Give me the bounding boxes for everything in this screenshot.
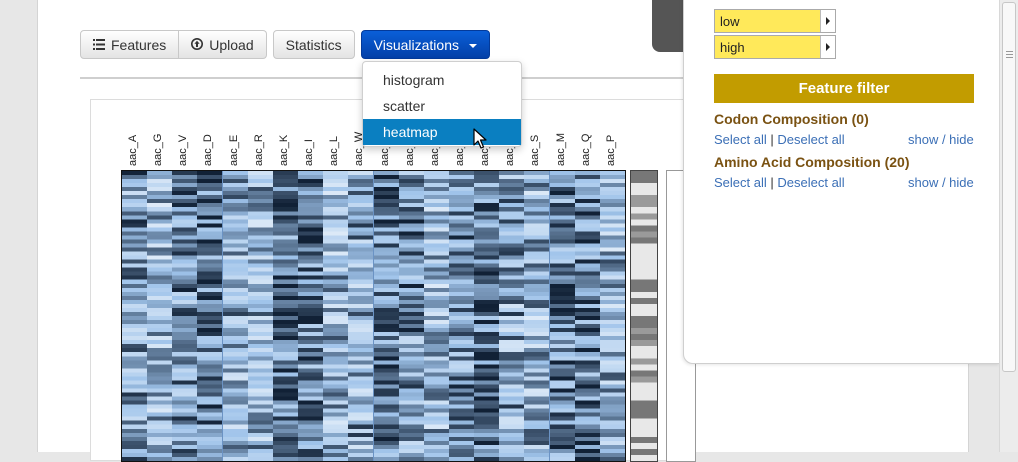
features-button[interactable]: Features — [80, 30, 180, 59]
link-separator: | — [770, 132, 774, 147]
heatmap-column — [172, 171, 198, 461]
heatmap-column — [197, 171, 223, 461]
heatmap-column — [423, 171, 449, 461]
statistics-button-label: Statistics — [285, 36, 342, 53]
features-button-label: Features — [111, 36, 167, 53]
heatmap-column-label: aac_S — [529, 134, 542, 166]
heatmap-grid[interactable] — [121, 170, 626, 462]
grip-line — [1006, 54, 1013, 55]
heatmap-column — [398, 171, 424, 461]
color-low-select[interactable]: low — [714, 9, 836, 33]
statistics-button[interactable]: Statistics — [272, 30, 355, 59]
heatmap-column — [222, 171, 248, 461]
sidebar-scrollbar[interactable] — [999, 0, 1018, 452]
show-hide-codon-link[interactable]: show / hide — [908, 132, 974, 147]
heatmap-column — [323, 171, 349, 461]
chevron-right-icon — [820, 36, 835, 58]
menu-item-scatter[interactable]: scatter — [383, 98, 426, 114]
heatmap-column — [122, 171, 147, 461]
sidebar-panel — [683, 0, 1000, 364]
heatmap-column — [599, 171, 625, 461]
heatmap-column-label: aac_L — [328, 136, 341, 166]
heatmap-column — [348, 171, 374, 461]
grip-line — [1006, 57, 1013, 58]
toolbar: Features Upload Statistics Visualization… — [80, 30, 490, 59]
heatmap-column-label: aac_M — [554, 132, 567, 166]
heatmap-column-label: aac_R — [252, 134, 265, 166]
chevron-right-icon — [820, 10, 835, 32]
heatmap-column — [474, 171, 500, 461]
features-upload-group: Features Upload — [80, 30, 267, 59]
group-links-amino-acid: Select all | Deselect all — [714, 175, 845, 190]
upload-button[interactable]: Upload — [179, 30, 267, 59]
heatmap-column-label: aac_D — [202, 134, 215, 166]
heatmap-column — [272, 171, 298, 461]
upload-circle-icon — [191, 37, 204, 53]
visualizations-dropdown-button[interactable]: Visualizations — [360, 30, 490, 59]
link-separator: | — [770, 175, 774, 190]
heatmap-column — [247, 171, 273, 461]
heatmap-column-label: aac_E — [227, 134, 240, 166]
show-hide-amino-acid-link[interactable]: show / hide — [908, 175, 974, 190]
group-title-amino-acid: Amino Acid Composition (20) — [714, 154, 910, 170]
heatmap-column — [574, 171, 600, 461]
heatmap-column-label: aac_I — [303, 139, 316, 166]
scrollbar-thumb[interactable] — [1002, 2, 1016, 372]
select-all-amino-acid-link[interactable]: Select all — [714, 175, 767, 190]
color-low-label: low — [720, 13, 740, 29]
heatmap-column-label: aac_A — [127, 134, 139, 166]
upload-button-label: Upload — [209, 36, 254, 53]
heatmap-column-label: aac_V — [177, 134, 190, 166]
color-high-label: high — [720, 39, 745, 55]
heatmap-column-label: aac_K — [277, 134, 290, 166]
visualizations-menu: histogram scatter heatmap — [362, 61, 522, 147]
heatmap-column — [373, 171, 399, 461]
feature-filter-header: Feature filter — [714, 74, 974, 103]
menu-item-histogram[interactable]: histogram — [383, 72, 445, 88]
heatmap-row-annotation-strip — [630, 170, 658, 462]
group-links-codon: Select all | Deselect all — [714, 132, 845, 147]
caret-down-icon — [469, 43, 477, 48]
heatmap-column — [499, 171, 525, 461]
deselect-all-amino-acid-link[interactable]: Deselect all — [777, 175, 845, 190]
heatmap-column-label: aac_G — [152, 133, 165, 166]
mouse-pointer-icon — [473, 128, 487, 153]
heatmap-column — [448, 171, 474, 461]
heatmap-column-label: aac_P — [604, 134, 617, 166]
visualizations-button-label: Visualizations — [373, 36, 459, 53]
deselect-all-codon-link[interactable]: Deselect all — [777, 132, 845, 147]
select-all-codon-link[interactable]: Select all — [714, 132, 767, 147]
grip-line — [1006, 51, 1013, 52]
heatmap-column-label: aac_Q — [579, 133, 592, 166]
heatmap-column — [147, 171, 173, 461]
list-icon — [93, 37, 105, 53]
heatmap-column — [524, 171, 550, 461]
group-title-codon: Codon Composition (0) — [714, 111, 869, 127]
color-high-select[interactable]: high — [714, 35, 836, 59]
menu-item-heatmap[interactable]: heatmap — [363, 119, 521, 145]
heatmap-column — [298, 171, 324, 461]
heatmap-column — [549, 171, 575, 461]
